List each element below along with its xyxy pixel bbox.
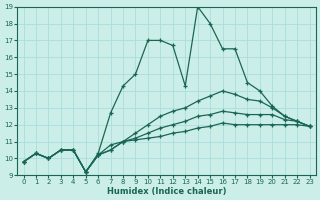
X-axis label: Humidex (Indice chaleur): Humidex (Indice chaleur) [107, 187, 226, 196]
